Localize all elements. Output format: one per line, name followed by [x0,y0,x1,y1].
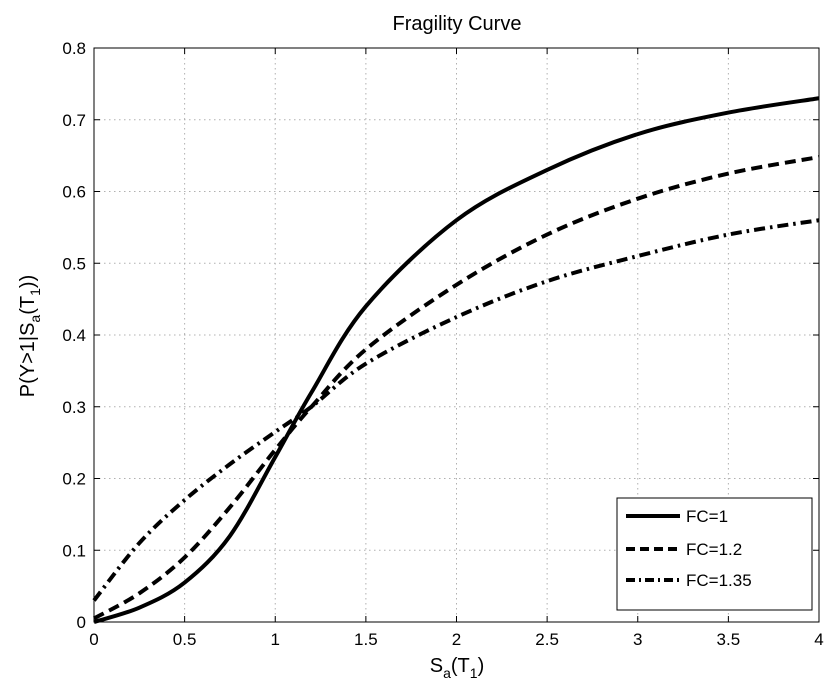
legend-label-fc-1-2: FC=1.2 [686,540,742,559]
y-tick-label: 0 [77,613,86,632]
y-tick-label: 0.1 [62,541,86,560]
x-tick-label: 1.5 [354,630,378,649]
x-tick-label: 3 [633,630,642,649]
x-tick-label: 2.5 [535,630,559,649]
series-layer [92,96,820,624]
y-tick-label: 0.7 [62,111,86,130]
legend: FC=1 FC=1.2 FC=1.35 [616,497,813,611]
x-tick-label: 2 [452,630,461,649]
x-tick-label: 3.5 [717,630,741,649]
y-tick-label: 0.8 [62,39,86,58]
x-tick-label: 1 [271,630,280,649]
x-axis-label: Sa(T1) [430,655,485,681]
series-line-fc-1-2 [93,155,820,621]
chart-title: Fragility Curve [393,13,522,35]
y-axis-label: P(Y>1|Sa(T1)) [17,275,43,398]
x-tick-label: 4 [814,630,823,649]
y-tick-label: 0.4 [62,326,86,345]
legend-label-fc-1: FC=1 [686,507,728,526]
x-tick-label: 0.5 [173,630,197,649]
y-tick-labels: 0 0.1 0.2 0.3 0.4 0.5 0.6 0.7 0.8 [62,39,86,632]
x-tick-labels: 0 0.5 1 1.5 2 2.5 3 3.5 4 [89,630,823,649]
y-tick-label: 0.2 [62,470,86,489]
legend-label-fc-1-35: FC=1.35 [686,571,752,590]
x-tick-label: 0 [89,630,98,649]
y-tick-label: 0.3 [62,398,86,417]
axes-layer [93,47,820,623]
series-line-fc-1-35 [92,218,820,602]
grid-layer [94,48,819,622]
y-tick-label: 0.5 [62,254,86,273]
series-line-fc-1 [93,96,820,624]
y-tick-label: 0.6 [62,183,86,202]
